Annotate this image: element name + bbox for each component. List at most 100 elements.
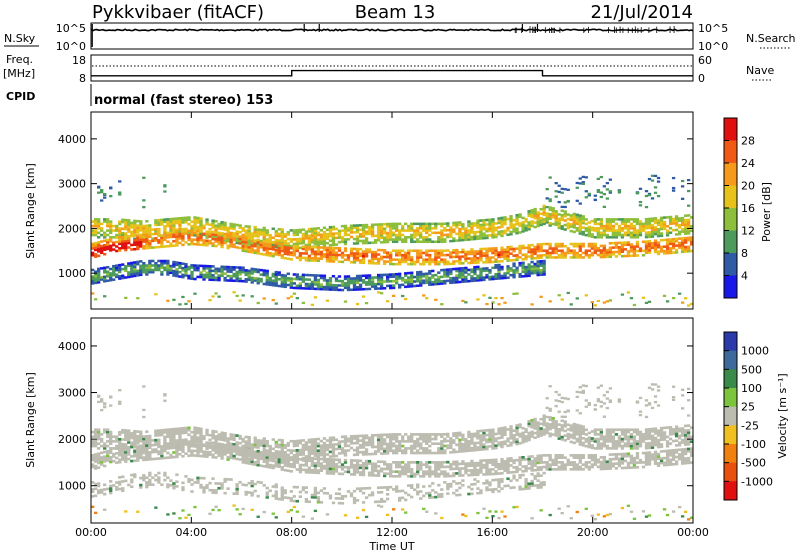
power-cell: [301, 256, 306, 260]
power-cell: [539, 264, 543, 268]
velocity-cell: [178, 452, 182, 456]
power-cell: [470, 252, 474, 256]
velocity-cell: [244, 447, 248, 451]
power-cell: [572, 214, 576, 218]
velocity-cell: [223, 443, 227, 447]
velocity-cell: [217, 435, 221, 439]
power-cell: [223, 228, 227, 231]
power-cell: [470, 226, 474, 230]
power-cell: [178, 221, 182, 225]
velocity-cell: [154, 474, 158, 477]
power-cell: [97, 267, 101, 271]
power-cell: [500, 223, 504, 226]
power-cell: [214, 226, 218, 230]
power-cell: [244, 269, 248, 272]
power-cell: [217, 269, 221, 273]
power-cell: [680, 219, 685, 222]
velocity-cell: [388, 437, 393, 441]
velocity-cell: [322, 451, 327, 454]
power-cell: [476, 261, 480, 264]
velocity-cell: [419, 490, 423, 493]
power-cell: [587, 242, 591, 246]
power-cell: [274, 238, 278, 242]
power-cell: [127, 237, 131, 240]
power-cell: [346, 286, 351, 289]
power-cell: [503, 257, 507, 260]
velocity-cell: [253, 441, 257, 444]
velocity-cell: [376, 474, 381, 477]
velocity-cell: [410, 437, 414, 441]
power-cell: [217, 222, 221, 226]
power-cell: [485, 223, 489, 226]
power-cell: [241, 247, 245, 250]
power-cell: [425, 251, 429, 255]
power-cell: [154, 232, 158, 236]
velocity-cell: [346, 449, 351, 452]
power-cell: [379, 255, 384, 259]
power-cell: [686, 223, 691, 226]
power-cell: [407, 283, 411, 286]
velocity-cell: [331, 467, 336, 471]
velocity-cell: [382, 438, 387, 441]
velocity-cell: [97, 484, 101, 488]
power-cell: [370, 232, 375, 236]
velocity-cell: [241, 483, 245, 487]
power-cell: [220, 274, 224, 278]
power-cell: [521, 266, 525, 269]
power-cell: [539, 207, 543, 211]
power-cell: [295, 275, 299, 279]
velocity-cell: [220, 431, 224, 435]
power-cell: [226, 240, 230, 243]
velocity-cell: [214, 439, 218, 443]
power-cell: [256, 270, 260, 274]
velocity-cell: [223, 446, 227, 449]
power-cell: [340, 282, 345, 285]
velocity-cell: [407, 461, 411, 464]
power-cell: [313, 254, 318, 258]
velocity-cell: [91, 495, 95, 498]
power-cell: [364, 239, 369, 243]
power-cell: [635, 243, 640, 246]
power-cell: [533, 271, 537, 275]
power-cell: [331, 241, 336, 244]
power-cell: [223, 221, 227, 225]
velocity-cell: [91, 442, 95, 446]
power-cell: [226, 235, 230, 239]
velocity-cell: [190, 440, 194, 443]
power-cell: [232, 268, 236, 271]
velocity-cell: [395, 440, 399, 443]
velocity-cell: [289, 439, 293, 443]
power-cell: [614, 243, 619, 247]
power-cell: [512, 249, 516, 253]
velocity-cell: [322, 467, 327, 470]
velocity-cell: [238, 480, 242, 484]
velocity-cell: [416, 483, 420, 487]
power-cell: [349, 249, 354, 253]
power-cell: [611, 241, 616, 245]
power-cell: [494, 228, 498, 232]
power-cell: [241, 229, 245, 232]
power-cell: [533, 252, 537, 256]
velocity-cell: [413, 451, 417, 455]
power-cell: [295, 249, 299, 253]
velocity-cell: [295, 510, 299, 513]
power-cell: [316, 274, 321, 277]
power-cell: [623, 233, 628, 237]
power-cell: [437, 275, 441, 279]
power-cell: [136, 231, 140, 234]
velocity-cell: [298, 451, 302, 454]
velocity-cell: [118, 453, 122, 457]
velocity-cell: [277, 453, 281, 457]
velocity-cell: [370, 474, 375, 477]
power-cell: [569, 242, 573, 246]
velocity-cell: [337, 445, 342, 448]
power-cell: [340, 224, 345, 228]
velocity-cell: [364, 441, 369, 444]
velocity-cell: [169, 456, 173, 459]
velocity-cell: [373, 452, 378, 456]
power-cell: [686, 225, 691, 228]
velocity-cell: [148, 455, 152, 459]
power-cell: [491, 251, 495, 255]
power-cell: [449, 279, 453, 282]
power-cell: [584, 233, 588, 237]
